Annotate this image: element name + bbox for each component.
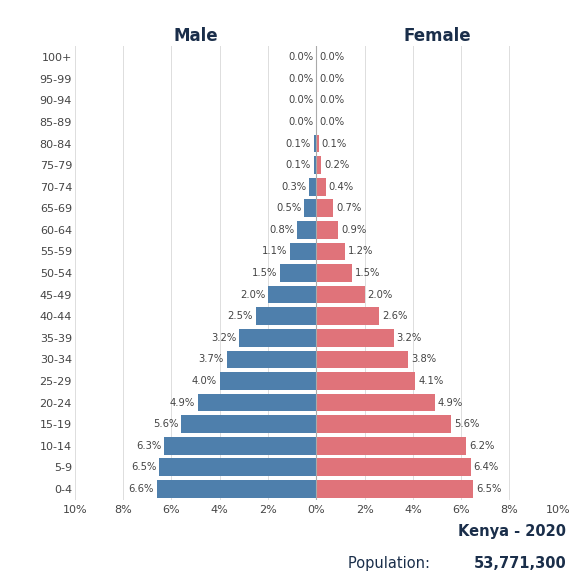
Text: Female: Female	[403, 27, 471, 45]
Bar	[268, 286, 316, 303]
Text: 4.9%: 4.9%	[438, 397, 463, 407]
Text: 5.6%: 5.6%	[454, 419, 480, 429]
Text: 0.0%: 0.0%	[288, 74, 313, 84]
Text: 4.0%: 4.0%	[191, 376, 217, 386]
Bar	[316, 437, 466, 454]
Bar	[297, 221, 316, 239]
Text: Kenya - 2020: Kenya - 2020	[458, 524, 566, 539]
Bar	[159, 458, 316, 476]
Text: PopulationPyramid.net: PopulationPyramid.net	[22, 551, 195, 564]
Bar	[316, 350, 408, 368]
Text: 0.7%: 0.7%	[336, 203, 361, 213]
Bar	[316, 480, 473, 498]
Bar	[316, 178, 326, 196]
Bar	[316, 415, 451, 433]
Text: 0.8%: 0.8%	[269, 225, 294, 235]
Text: Population:: Population:	[348, 555, 435, 571]
Bar	[164, 437, 316, 454]
Text: 6.3%: 6.3%	[136, 441, 161, 451]
Bar	[316, 135, 319, 152]
Bar	[157, 480, 316, 498]
Text: 4.9%: 4.9%	[170, 397, 195, 407]
Bar	[309, 178, 316, 196]
Text: 0.0%: 0.0%	[319, 74, 344, 84]
Text: 0.0%: 0.0%	[319, 52, 344, 62]
Bar	[316, 372, 415, 390]
Bar	[256, 307, 316, 325]
Text: 0.0%: 0.0%	[288, 95, 313, 105]
Bar	[280, 264, 316, 282]
Bar	[316, 458, 471, 476]
Text: 6.4%: 6.4%	[474, 462, 499, 472]
Text: 2.6%: 2.6%	[382, 311, 407, 321]
Text: 4.1%: 4.1%	[418, 376, 443, 386]
Text: 0.0%: 0.0%	[288, 117, 313, 127]
Text: 1.1%: 1.1%	[262, 246, 287, 256]
Text: 6.6%: 6.6%	[129, 484, 154, 494]
Bar	[314, 135, 316, 152]
Text: 5.6%: 5.6%	[153, 419, 178, 429]
Text: 3.8%: 3.8%	[411, 354, 436, 364]
Bar	[198, 394, 316, 411]
Text: 6.5%: 6.5%	[131, 462, 156, 472]
Bar	[316, 243, 345, 260]
Bar	[220, 372, 316, 390]
Bar	[314, 156, 316, 174]
Bar	[227, 350, 316, 368]
Text: 1.2%: 1.2%	[348, 246, 374, 256]
Bar	[239, 329, 316, 347]
Bar	[290, 243, 316, 260]
Text: 0.1%: 0.1%	[286, 139, 311, 149]
Text: 2.0%: 2.0%	[240, 290, 265, 300]
Bar	[316, 199, 333, 217]
Text: 0.4%: 0.4%	[329, 182, 354, 192]
Text: 2.0%: 2.0%	[367, 290, 393, 300]
Bar	[316, 394, 435, 411]
Text: 3.7%: 3.7%	[199, 354, 224, 364]
Text: 53,771,300: 53,771,300	[474, 555, 566, 571]
Text: 0.0%: 0.0%	[288, 52, 313, 62]
Text: 0.3%: 0.3%	[281, 182, 306, 192]
Text: 3.2%: 3.2%	[396, 333, 421, 343]
Bar	[304, 199, 316, 217]
Text: 1.5%: 1.5%	[355, 268, 381, 278]
Text: 0.5%: 0.5%	[276, 203, 301, 213]
Bar	[316, 286, 365, 303]
Bar	[316, 307, 379, 325]
Bar	[316, 156, 321, 174]
Bar	[181, 415, 316, 433]
Text: Male: Male	[173, 27, 218, 45]
Text: 0.1%: 0.1%	[286, 160, 311, 170]
Text: 6.2%: 6.2%	[469, 441, 494, 451]
Text: 1.5%: 1.5%	[252, 268, 277, 278]
Text: 2.5%: 2.5%	[228, 311, 253, 321]
Text: 3.2%: 3.2%	[211, 333, 236, 343]
Text: 0.0%: 0.0%	[319, 95, 344, 105]
Text: 0.0%: 0.0%	[319, 117, 344, 127]
Bar	[316, 329, 393, 347]
Text: 6.5%: 6.5%	[476, 484, 501, 494]
Text: 0.2%: 0.2%	[324, 160, 349, 170]
Bar	[316, 264, 352, 282]
Bar	[316, 221, 338, 239]
Text: 0.1%: 0.1%	[321, 139, 347, 149]
Text: 0.9%: 0.9%	[341, 225, 366, 235]
